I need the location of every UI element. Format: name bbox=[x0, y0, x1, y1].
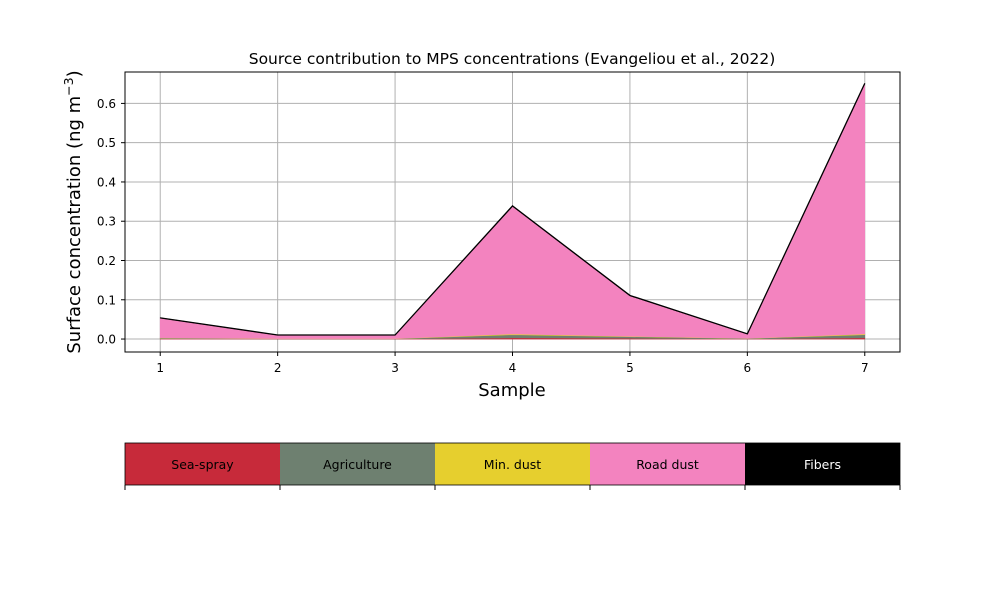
x-tick-label-3: 3 bbox=[391, 361, 399, 375]
legend-label-fibers: Fibers bbox=[804, 457, 841, 472]
y-tick-label-2: 0.2 bbox=[97, 254, 116, 268]
legend-swatch-sea-spray bbox=[125, 443, 280, 485]
legend-frame bbox=[124, 442, 901, 486]
y-tick-label-1: 0.1 bbox=[97, 293, 116, 307]
chart-title: Source contribution to MPS concentration… bbox=[249, 50, 776, 68]
x-tick-label-2: 2 bbox=[274, 361, 282, 375]
y-tick-label-3: 0.3 bbox=[97, 215, 116, 229]
x-tick-label-7: 7 bbox=[861, 361, 869, 375]
legend-swatch-road-dust bbox=[590, 443, 745, 485]
legend-swatch-agriculture bbox=[280, 443, 435, 485]
grid-layer bbox=[125, 72, 900, 352]
y-tick-label-0: 0.0 bbox=[97, 333, 116, 347]
outline-layer bbox=[160, 83, 866, 336]
y-axis-label-exponent: −3 bbox=[61, 77, 76, 95]
x-axis-label: Sample bbox=[478, 380, 546, 401]
y-axis-label: Surface concentration (ng m−3) bbox=[61, 70, 85, 353]
x-tick-label-6: 6 bbox=[744, 361, 752, 375]
x-tick-label-5: 5 bbox=[626, 361, 634, 375]
y-tick-label-4: 0.4 bbox=[97, 175, 116, 189]
legend-swatch-fibers bbox=[745, 443, 900, 485]
total-outline bbox=[160, 83, 866, 336]
x-tick-label-1: 1 bbox=[156, 361, 164, 375]
y-tick-layer: 0.0 0.1 0.2 0.3 0.4 0.5 0.6 bbox=[97, 97, 125, 347]
legend-label-sea-spray: Sea-spray bbox=[171, 457, 234, 472]
y-tick-label-5: 0.5 bbox=[97, 136, 116, 150]
x-tick-layer: 1 2 3 4 5 6 7 bbox=[156, 352, 869, 375]
legend-label-agriculture: Agriculture bbox=[323, 457, 392, 472]
legend-label-min-dust: Min. dust bbox=[484, 457, 541, 472]
y-axis-label-main: Surface concentration (ng m bbox=[64, 96, 85, 354]
legend-swatch-min-dust bbox=[435, 443, 590, 485]
y-axis-label-close: ) bbox=[64, 70, 85, 77]
legend-label-road-dust: Road dust bbox=[636, 457, 699, 472]
y-tick-label-6: 0.6 bbox=[97, 97, 116, 111]
legend-colorbar: Sea-spray Agriculture Min. dust Road dust Fi… bbox=[124, 442, 901, 490]
x-tick-label-4: 4 bbox=[509, 361, 517, 375]
